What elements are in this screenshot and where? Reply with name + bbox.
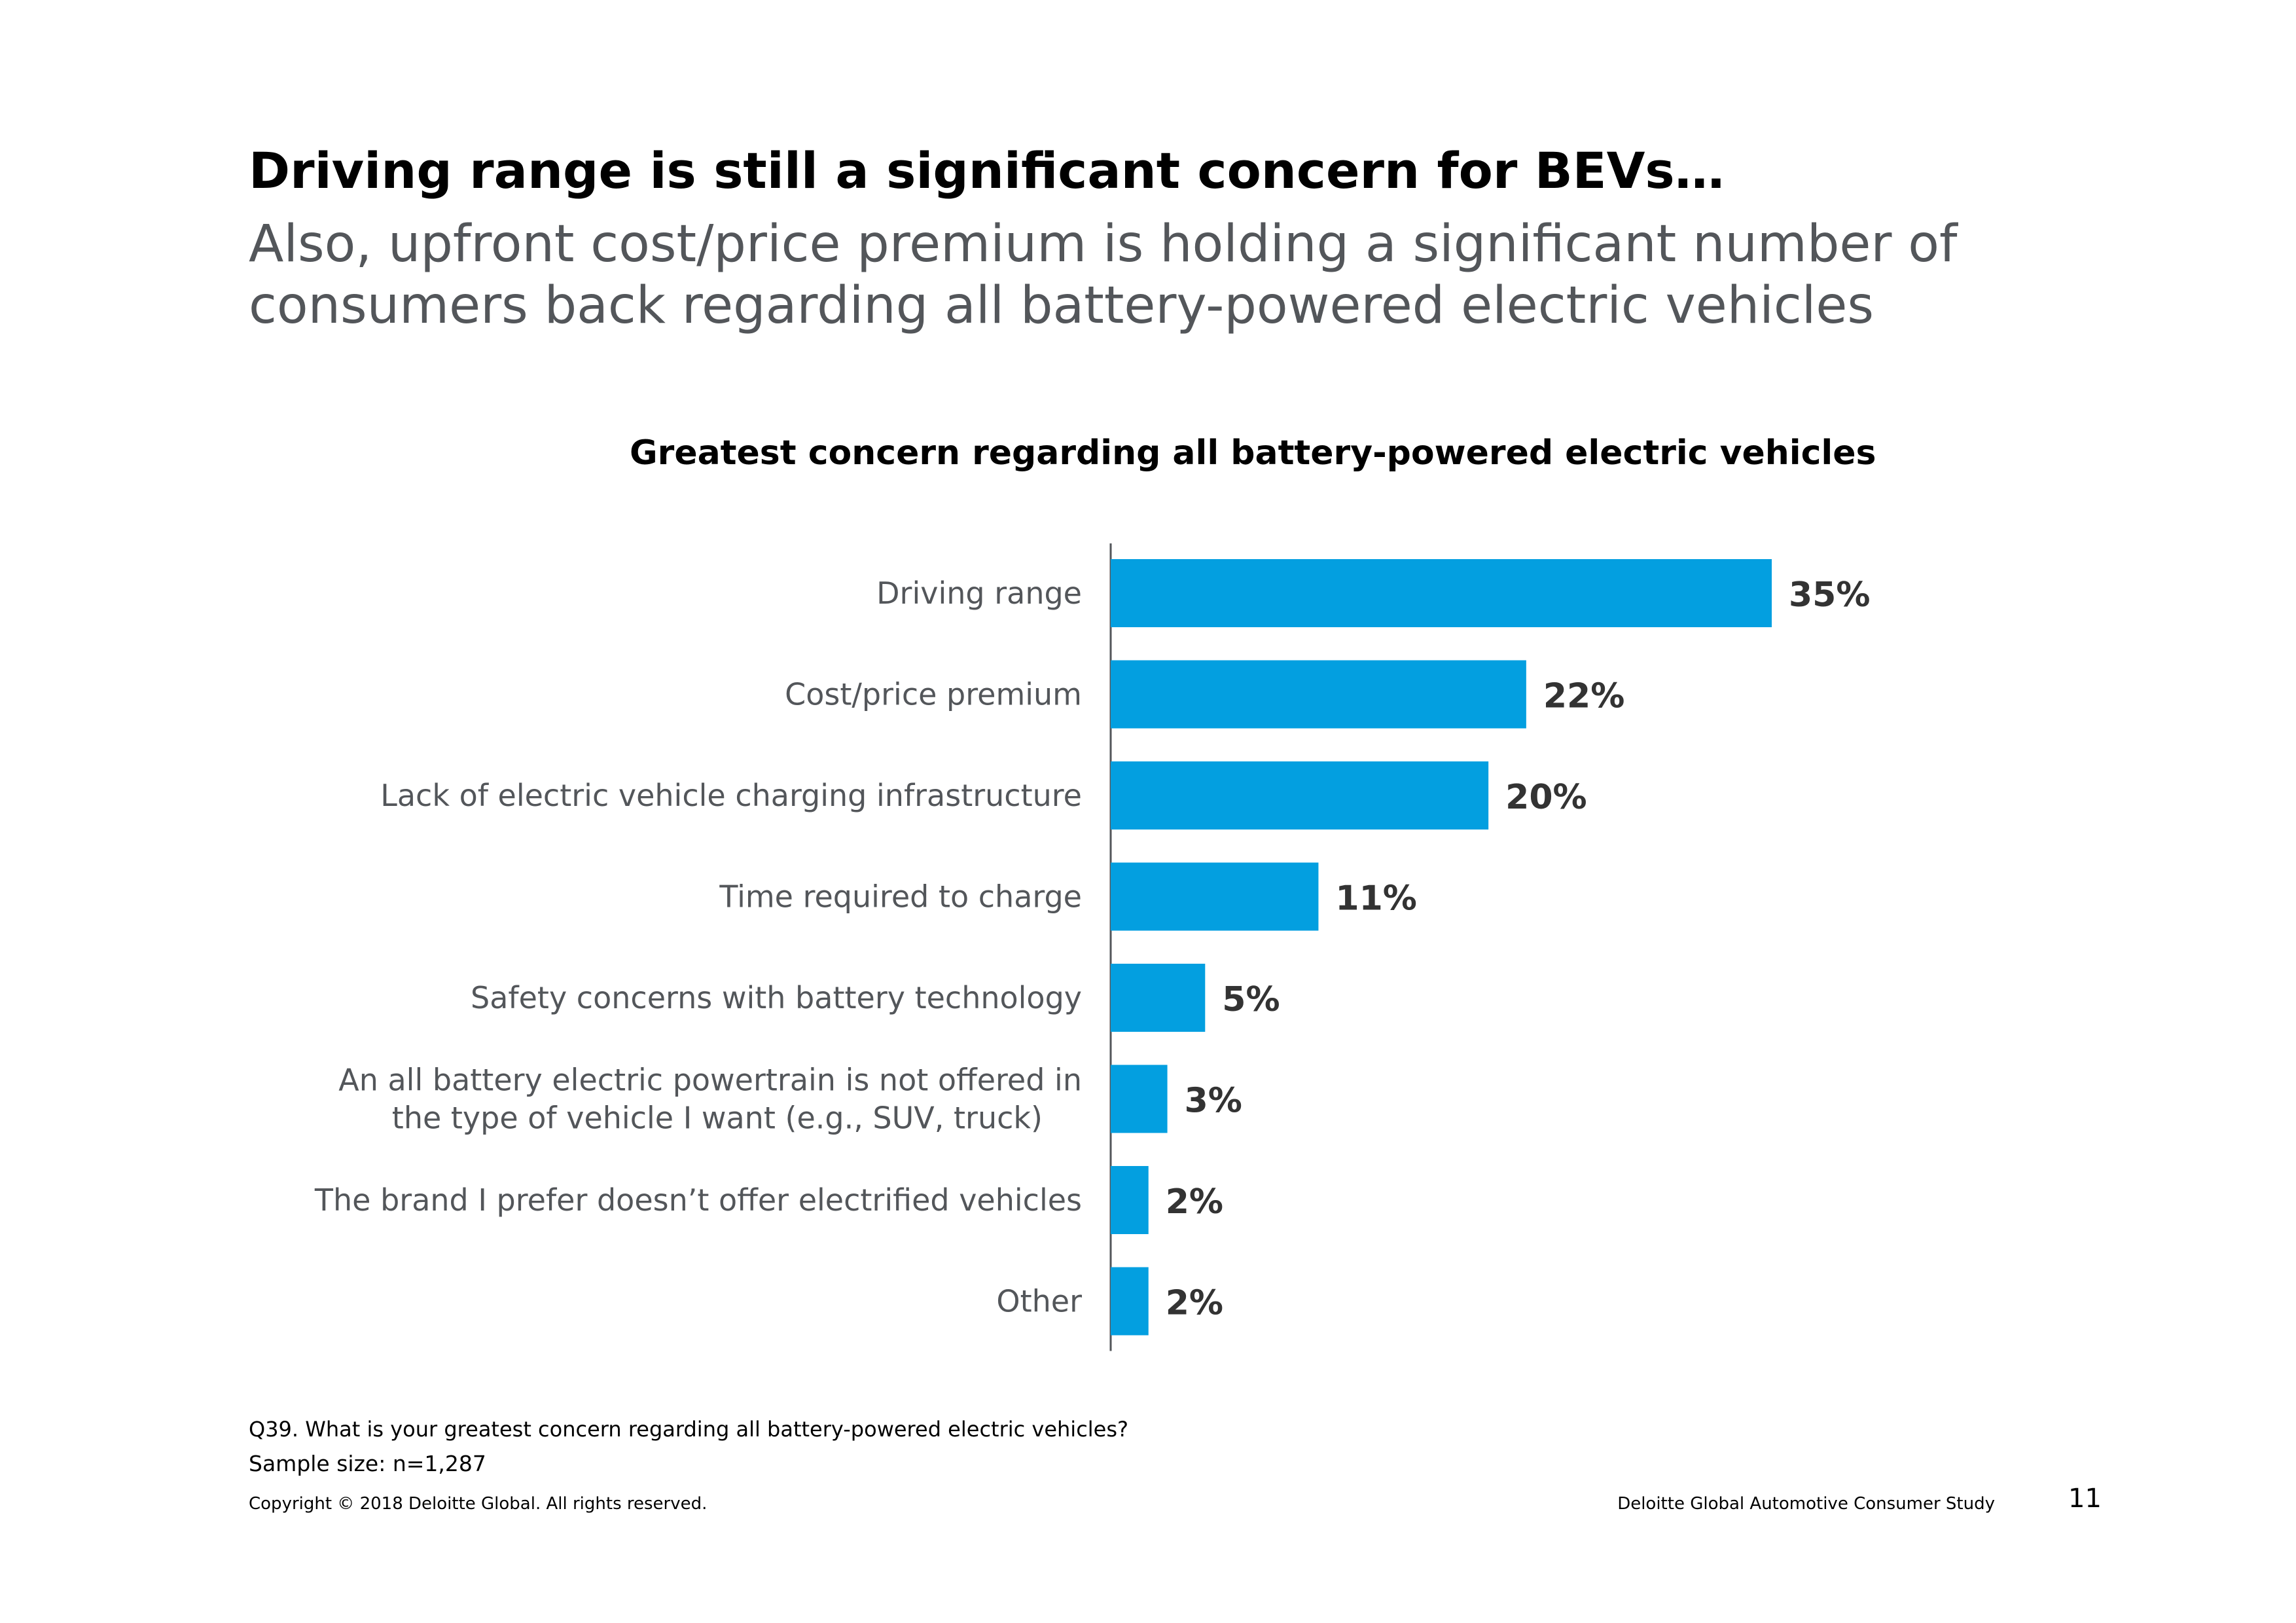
category-label-5: Safety concerns with battery technology [471, 980, 1082, 1015]
value-label-8: 2% [1166, 1284, 1223, 1323]
study-name: Deloitte Global Automotive Consumer Stud… [1617, 1494, 1995, 1514]
bar-8 [1111, 1267, 1149, 1336]
value-label-5: 5% [1222, 980, 1280, 1019]
bar-4 [1111, 862, 1319, 931]
category-label-4: Time required to charge [719, 879, 1082, 915]
bar-5 [1111, 964, 1206, 1032]
chart-title: Greatest concern regarding all battery-p… [630, 433, 1876, 473]
sample-size: Sample size: n=1,287 [249, 1451, 486, 1476]
category-label-3: Lack of electric vehicle charging infras… [380, 778, 1082, 813]
category-label-7: The brand I prefer doesn’t offer electri… [314, 1182, 1082, 1218]
bar-3 [1111, 761, 1489, 830]
category-label-1: Driving range [876, 575, 1082, 611]
value-label-1: 35% [1789, 575, 1870, 615]
page-number: 11 [2068, 1484, 2102, 1514]
subheadline: Also, upfront cost/price premium is hold… [249, 215, 1958, 335]
copyright-notice: Copyright © 2018 Deloitte Global. All ri… [249, 1494, 708, 1514]
bar-7 [1111, 1166, 1149, 1234]
headline: Driving range is still a significant con… [249, 141, 1725, 200]
category-label-6: An all battery electric powertrain is no… [338, 1063, 1082, 1136]
bar-2 [1111, 660, 1526, 729]
bar-6 [1111, 1065, 1168, 1133]
value-label-7: 2% [1166, 1182, 1223, 1222]
value-label-2: 22% [1543, 677, 1624, 716]
value-label-4: 11% [1335, 879, 1416, 919]
category-label-2: Cost/price premium [785, 677, 1082, 712]
bar-1 [1111, 559, 1772, 627]
question-footnote: Q39. What is your greatest concern regar… [249, 1417, 1129, 1442]
category-label-8: Other [996, 1284, 1082, 1319]
value-label-6: 3% [1185, 1082, 1242, 1121]
value-label-3: 20% [1505, 778, 1587, 817]
